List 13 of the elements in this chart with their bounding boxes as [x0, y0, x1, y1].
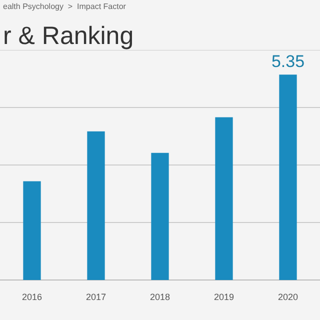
- x-tick-label: 2018: [150, 292, 170, 302]
- data-label: 5.35: [271, 52, 305, 72]
- bar: [279, 74, 297, 280]
- bar: [87, 131, 105, 280]
- chart-title: r & Ranking: [3, 22, 134, 51]
- chart-subtitle: ealth Psychology > Impact Factor: [3, 2, 126, 11]
- bar: [151, 152, 169, 280]
- bar: [23, 181, 41, 280]
- x-tick-label: 2016: [22, 292, 42, 302]
- bar: [215, 117, 233, 280]
- x-tick-label: 2017: [86, 292, 106, 302]
- x-tick-label: 2020: [278, 292, 298, 302]
- x-tick-label: 2019: [214, 292, 234, 302]
